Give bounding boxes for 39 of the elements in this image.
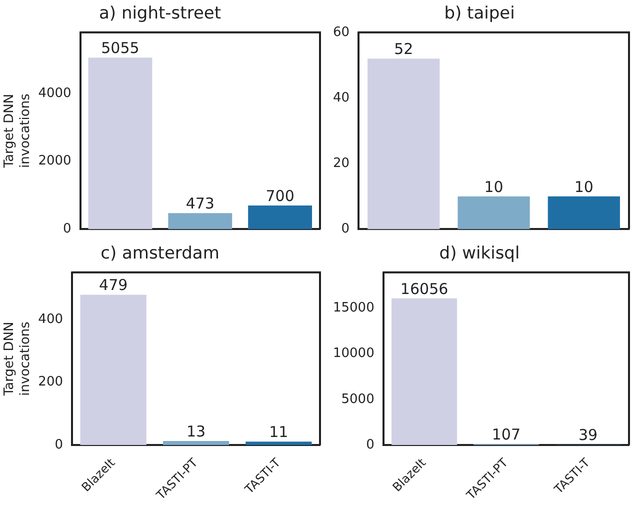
bar: [246, 442, 312, 446]
y-tick-label: 400: [38, 312, 64, 327]
y-tick-label: 5000: [341, 392, 374, 407]
bar: [392, 298, 458, 446]
y-tick-label: 10000: [332, 346, 374, 362]
y-tick-label: 0: [366, 437, 374, 452]
y-tick-label: 20: [332, 156, 350, 171]
y-tick-label: 0: [341, 222, 350, 237]
data-label: 10: [574, 178, 594, 196]
data-label: 16056: [400, 280, 448, 298]
bar: [88, 58, 152, 230]
y-tick-label: 60: [332, 24, 350, 40]
data-label: 10: [484, 178, 504, 196]
chart-title: a) night-street: [98, 4, 222, 24]
data-label: 5055: [101, 39, 140, 58]
data-label: 52: [394, 40, 414, 58]
y-tick-label: 200: [38, 374, 64, 390]
bar: [248, 205, 312, 230]
bar: [168, 213, 232, 230]
chart-title: c) amsterdam: [100, 244, 220, 264]
y-tick-label: 4000: [38, 86, 72, 101]
y-tick-label: 0: [63, 222, 72, 237]
data-label: 13: [186, 422, 206, 440]
data-label: 107: [492, 425, 520, 444]
y-axis-title: Target DNN invocations: [2, 321, 33, 397]
data-label: 479: [99, 276, 128, 294]
data-label: 39: [578, 426, 598, 444]
bar: [162, 440, 230, 446]
y-tick-label: 15000: [332, 300, 374, 316]
chart-title: d) wikisql: [439, 244, 520, 264]
bar: [80, 294, 146, 446]
y-axis-title: Target DNN invocations: [2, 93, 33, 169]
data-label: 11: [269, 422, 288, 441]
data-label: 473: [186, 194, 214, 213]
data-label: 700: [266, 186, 294, 205]
chart-title: b) taipei: [444, 4, 515, 24]
y-tick-label: 2000: [38, 154, 72, 169]
y-tick-label: 0: [54, 437, 64, 452]
y-tick-label: 40: [332, 90, 350, 106]
